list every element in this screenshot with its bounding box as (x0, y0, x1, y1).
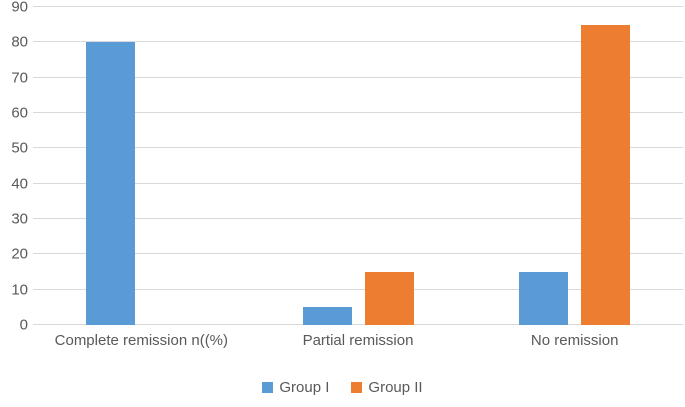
y-axis-tick-label: 90 (11, 0, 28, 16)
legend-item-group-i: Group I (262, 380, 329, 395)
gridline (33, 112, 683, 113)
y-axis-tick-label: 30 (11, 210, 28, 228)
gridline (33, 41, 683, 43)
x-axis-baseline (33, 324, 683, 325)
y-axis-tick-label: 50 (11, 139, 28, 157)
y-axis-tick-label: 10 (11, 281, 28, 299)
bar-group-i-no-remission (519, 272, 569, 325)
x-axis: Complete remission n((%) Partial remissio… (33, 332, 683, 350)
bar-group-i-partial-remission (302, 307, 352, 325)
gridline (33, 288, 683, 290)
gridline (33, 218, 683, 219)
y-axis-tick-label: 80 (11, 33, 28, 51)
gridline (33, 147, 683, 149)
x-axis-category-label: Complete remission n((%) (54, 332, 229, 349)
legend-item-group-ii: Group II (351, 379, 423, 396)
legend-swatch-icon (262, 382, 274, 393)
bar-group-i-complete-remission-n (85, 42, 135, 325)
y-axis-tick-label: 20 (11, 245, 28, 263)
gridline (33, 182, 683, 184)
y-axis: 0 10 20 30 40 50 60 70 80 90 (0, 0, 28, 333)
bar-group-ii-no-remission (581, 24, 631, 325)
bar-group-no-remission (466, 7, 683, 325)
bar-group-ii-partial-remission (364, 272, 414, 325)
legend: Group I Group II (0, 380, 685, 395)
y-axis-tick-label: 40 (11, 175, 28, 193)
x-axis-category-label: No remission (530, 332, 619, 349)
legend-swatch-icon (351, 382, 363, 393)
gridline (33, 253, 683, 255)
y-axis-tick-label: 70 (11, 69, 28, 87)
legend-label: Group I (279, 379, 330, 396)
bar-group-partial-remission (250, 7, 467, 325)
bar-groups-layer (33, 7, 683, 325)
y-axis-tick-label: 60 (11, 104, 28, 122)
x-axis-category-label: Partial remission (302, 332, 414, 349)
gridline (33, 76, 683, 78)
y-axis-tick-label: 0 (19, 316, 28, 334)
bar-group-complete-remission-n (33, 7, 250, 325)
plot-area (33, 6, 683, 325)
gridline (33, 6, 683, 7)
legend-label: Group II (368, 379, 423, 396)
